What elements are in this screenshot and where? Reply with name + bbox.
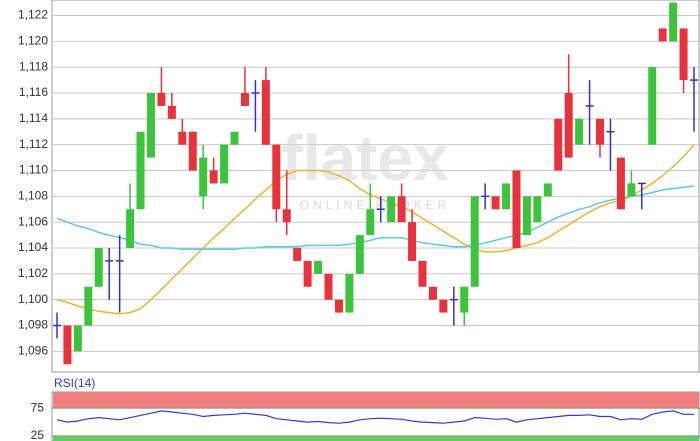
y-tick-label: 1,112 (19, 137, 48, 151)
candle-body (240, 93, 249, 106)
watermark: flatex (281, 122, 449, 194)
candle-body (230, 131, 239, 145)
candle-body (272, 144, 281, 210)
rsi-title: RSI(14) (54, 376, 95, 390)
candle-body (648, 67, 657, 145)
y-tick-label: 1,104 (18, 240, 48, 254)
rsi-tick-label: 75 (31, 400, 45, 414)
oversold-band (53, 435, 699, 441)
candle-body (470, 196, 479, 287)
main-panel (51, 0, 700, 373)
candle-body (282, 209, 291, 223)
candle-body (136, 131, 145, 210)
rsi-tick-label: 25 (31, 428, 45, 441)
plot-area (51, 0, 700, 373)
candle-body (533, 196, 542, 223)
candle-body (428, 286, 437, 300)
y-tick-label: 1,110 (19, 163, 48, 177)
candle-body (439, 299, 448, 313)
candle-body (220, 144, 229, 184)
y-tick-label: 1,118 (19, 59, 48, 73)
candle-body (73, 325, 82, 352)
candle-body (491, 196, 500, 210)
y-tick-label: 1,108 (18, 189, 48, 203)
y-tick-label: 1,098 (18, 318, 48, 332)
candle-body (564, 93, 573, 158)
candle-body (157, 93, 166, 106)
candle-body (303, 260, 312, 287)
rsi-line (56, 410, 694, 424)
candle-body (63, 325, 72, 365)
candle-body (199, 157, 208, 197)
candle-body (627, 183, 636, 197)
y-tick-label: 1,114 (19, 111, 48, 125)
candle-body (418, 260, 427, 287)
candle-body (679, 28, 688, 81)
moving-average (56, 144, 695, 315)
candle-body (146, 93, 155, 158)
candle-body (522, 196, 531, 236)
candle-body (596, 118, 605, 145)
y-tick-label: 1,106 (18, 214, 48, 228)
candle-body (188, 131, 197, 171)
candle-body (167, 105, 176, 119)
overbought-band (53, 392, 699, 409)
candle-body (658, 28, 667, 42)
candle-body (94, 248, 103, 287)
candle-body (554, 118, 563, 171)
candle-body (512, 170, 521, 248)
y-tick-label: 1,122 (18, 8, 48, 22)
candle-body (355, 235, 364, 274)
candle-body (575, 118, 584, 145)
candle-body (387, 196, 396, 223)
y-tick-label: 1,102 (18, 266, 48, 280)
candle-body (408, 222, 417, 261)
candle-body (397, 196, 406, 223)
candle-body (261, 80, 270, 145)
candle-body (84, 286, 93, 326)
rsi-panel (51, 391, 700, 441)
candle-body (209, 170, 218, 184)
candle-body (126, 209, 135, 248)
candle-body (334, 299, 343, 313)
y-tick-label: 1,120 (18, 34, 48, 48)
candle-body (669, 2, 678, 42)
moving-average (56, 185, 695, 251)
y-tick-label: 1,116 (19, 85, 48, 99)
y-tick-label: 1,096 (18, 344, 48, 358)
candle-body (502, 183, 511, 210)
candle-body (366, 209, 375, 236)
y-tick-label: 1,100 (18, 292, 48, 306)
candle-body (616, 157, 625, 210)
candle-body (293, 248, 302, 261)
candle-body (543, 183, 552, 197)
candle-body (178, 131, 187, 145)
candle-body (345, 273, 354, 313)
watermark-sub: ONLINE BROKER (300, 198, 451, 212)
candle-body (324, 273, 333, 300)
candle-body (460, 286, 469, 313)
candle-body (314, 260, 323, 274)
